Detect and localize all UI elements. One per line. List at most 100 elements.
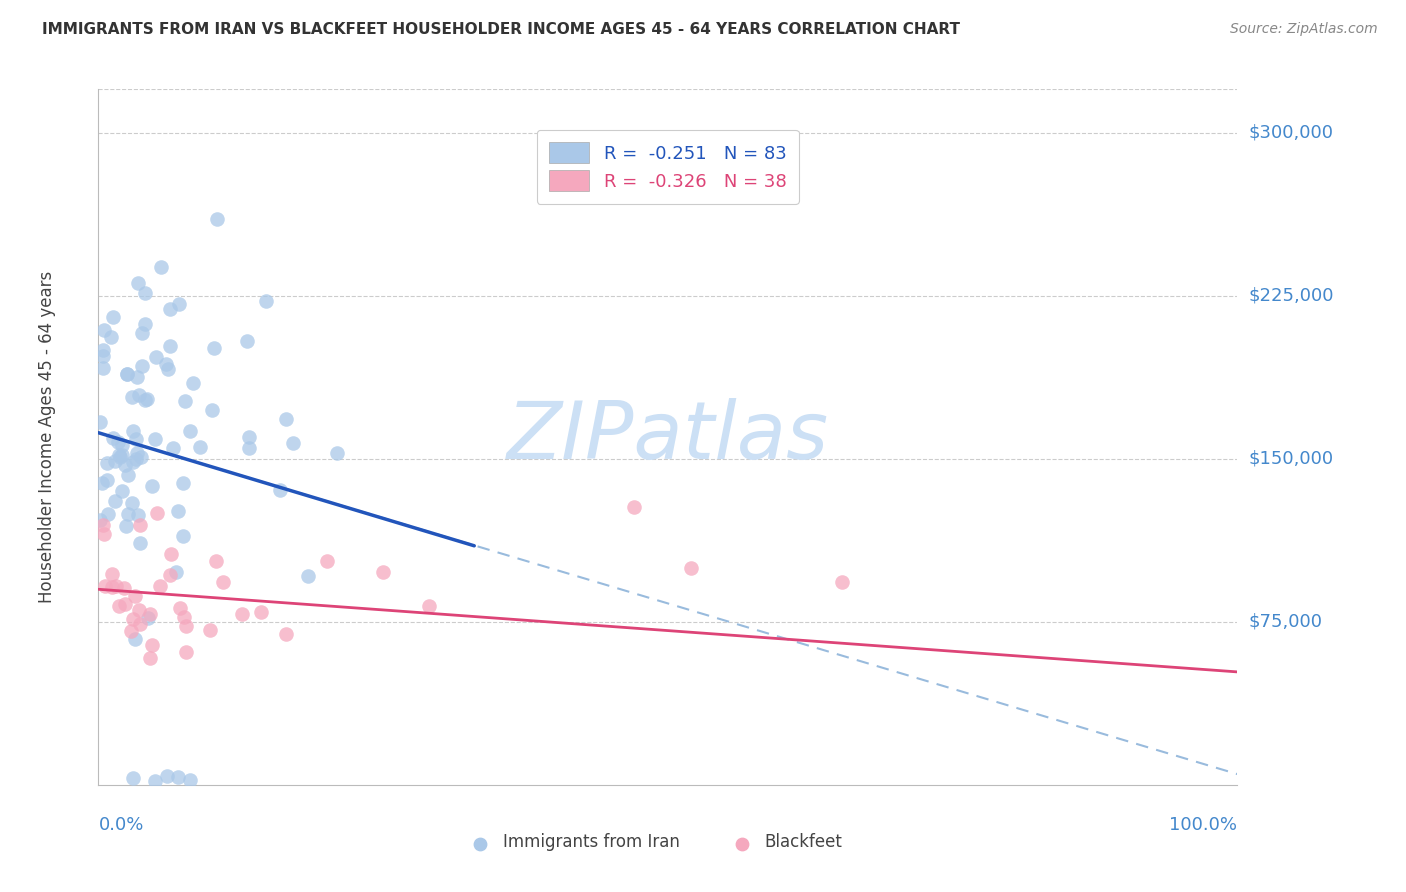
Point [104,494,127,508]
Point [93,323,115,337]
Point [155,357,177,371]
Text: $150,000: $150,000 [1249,450,1333,467]
Point [276,411,298,425]
Point [179,772,201,787]
Point [143,432,166,446]
Point [125,369,148,384]
Point [162,441,184,455]
Point [167,770,190,784]
Point [131,326,153,340]
Point [181,376,204,391]
Point [145,773,167,788]
Point [129,536,152,550]
Point [190,440,212,454]
Point [141,479,163,493]
Point [468,778,491,792]
Point [159,301,181,316]
Point [93,526,115,541]
Point [93,343,115,358]
Point [149,579,172,593]
Point [89,513,111,527]
Point [125,432,148,446]
Point [167,504,190,518]
Point [204,554,226,568]
Point [121,455,143,469]
Point [371,565,394,579]
Point [145,351,167,365]
Point [124,590,146,604]
Text: $225,000: $225,000 [1249,286,1334,305]
Point [114,458,136,473]
Point [110,438,132,452]
Point [104,579,127,593]
Point [418,599,440,613]
Point [141,638,163,652]
Point [112,581,135,595]
Point [156,769,179,783]
Legend: R =  -0.251   N = 83, R =  -0.326   N = 38: R = -0.251 N = 83, R = -0.326 N = 38 [537,129,799,203]
Point [150,260,173,275]
Point [101,566,124,581]
Point [159,568,181,582]
Point [238,441,260,455]
Point [174,394,197,409]
Point [831,574,853,589]
Point [127,276,149,290]
Point [90,475,112,490]
Point [212,575,235,590]
Point [236,334,259,348]
Point [111,448,134,462]
Point [115,367,138,381]
Text: IMMIGRANTS FROM IRAN VS BLACKFEET HOUSEHOLDER INCOME AGES 45 - 64 YEARS CORRELAT: IMMIGRANTS FROM IRAN VS BLACKFEET HOUSEH… [42,22,960,37]
Point [89,416,111,430]
Point [165,566,187,580]
Text: 100.0%: 100.0% [1170,816,1237,834]
Point [134,392,156,407]
Point [250,605,273,619]
Point [205,211,228,226]
Text: 0.0%: 0.0% [98,816,143,834]
Point [136,611,159,625]
Point [117,367,139,381]
Point [100,580,122,594]
Point [108,599,131,613]
Point [122,424,145,438]
Point [139,650,162,665]
Text: ZIPatlas: ZIPatlas [506,398,830,476]
Point [104,453,127,467]
Point [117,508,139,522]
Point [117,468,139,483]
Point [169,601,191,615]
Point [274,627,297,641]
Point [179,424,201,438]
Text: $75,000: $75,000 [1249,613,1323,631]
Text: Householder Income Ages 45 - 64 years: Householder Income Ages 45 - 64 years [38,271,56,603]
Point [134,286,156,301]
Point [96,456,118,470]
Point [131,359,153,374]
Point [121,390,143,404]
Point [134,317,156,331]
Point [316,554,339,568]
Point [254,293,277,308]
Point [97,508,120,522]
Point [202,341,225,355]
Point [160,547,183,561]
Point [127,508,149,522]
Point [198,624,221,638]
Point [297,569,319,583]
Point [231,607,253,621]
Point [679,560,702,574]
Point [127,446,149,460]
Text: Source: ZipAtlas.com: Source: ZipAtlas.com [1230,22,1378,37]
Point [731,778,754,792]
Point [107,434,129,449]
Point [172,475,194,490]
Text: $300,000: $300,000 [1249,124,1333,142]
Point [159,339,181,353]
Point [173,610,195,624]
Point [114,519,136,533]
Point [125,451,148,466]
Point [129,450,152,464]
Point [110,484,132,499]
